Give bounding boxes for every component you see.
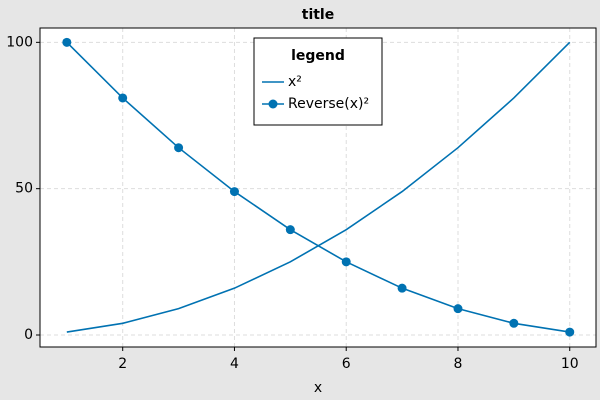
series-line: [66, 41, 570, 333]
legend-marker: [268, 99, 278, 109]
legend-label: Reverse(x)²: [288, 96, 369, 112]
marker: [509, 318, 519, 328]
marker: [453, 304, 463, 314]
x-tick-label: 2: [118, 356, 127, 372]
x-tick-label: 6: [342, 356, 351, 372]
y-tick-label: 0: [24, 327, 33, 343]
chart-title: title: [302, 7, 334, 23]
x-axis-label: x: [314, 380, 322, 396]
marker: [397, 283, 407, 293]
legend-label: x²: [288, 74, 302, 90]
marker: [62, 37, 72, 47]
y-tick-label: 50: [15, 181, 33, 197]
marker: [285, 225, 295, 235]
marker: [229, 187, 239, 197]
marker: [174, 143, 184, 153]
legend-title: legend: [291, 48, 345, 64]
x-tick-label: 4: [230, 356, 239, 372]
y-tick-label: 100: [6, 34, 33, 50]
marker: [341, 257, 351, 267]
plot-frame: [39, 27, 597, 348]
marker: [118, 93, 128, 103]
marker: [565, 327, 575, 337]
x-tick-label: 8: [454, 356, 463, 372]
x-tick-label: 10: [561, 356, 579, 372]
